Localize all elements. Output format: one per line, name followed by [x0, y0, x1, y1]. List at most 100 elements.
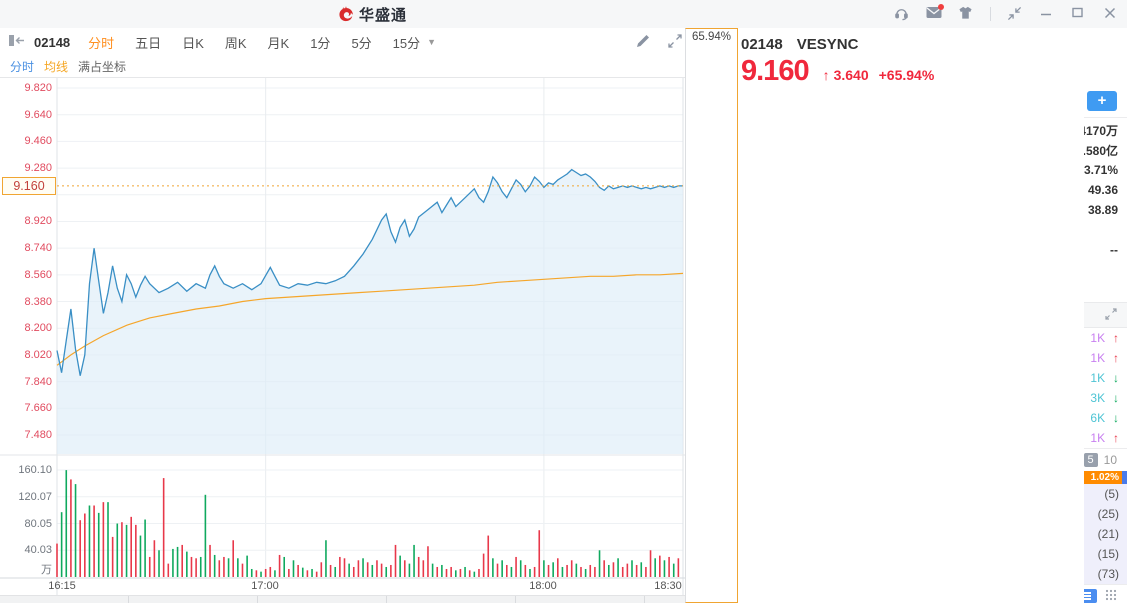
close-icon[interactable]: [1103, 6, 1119, 22]
broker-person-icon[interactable]: [1059, 588, 1071, 603]
headset-icon[interactable]: [894, 6, 910, 22]
ask-level-row[interactable]: 5 9.200 293K (73): [929, 564, 1127, 584]
subtab-满占坐标[interactable]: 满占坐标: [78, 60, 127, 74]
period-tab-周K[interactable]: 周K: [224, 35, 247, 51]
ask-level-row[interactable]: 1 9.160 10K (5): [929, 484, 1127, 504]
stat-总市值: 总市值 102.8亿: [869, 203, 989, 218]
maximize-icon[interactable]: [1071, 6, 1087, 22]
stat-52周最低: 52周最低 7.310: [869, 243, 989, 258]
stat-最低: 最低 7.310: [740, 143, 852, 158]
theme-shirt-icon[interactable]: [958, 6, 974, 22]
tick-trades-header: 逐笔交易 ?: [731, 302, 1127, 328]
quote-stock-code: 02148: [741, 36, 783, 53]
stat-振幅: 振幅 44.75%: [740, 163, 852, 178]
tick-column-right: 18:29:00 9.160 1K ↑ 18:29:00 9.160 1K ↑ 18:29:00…: [929, 328, 1127, 448]
tick-trades-title: 逐笔交易: [741, 308, 794, 324]
stat-PB(MRQ): PB(MRQ) 38.89: [1006, 203, 1118, 217]
stat-量比: 量比 0.00: [740, 183, 852, 198]
bid-ratio-label: 98.98%: [737, 472, 771, 483]
mail-notification-dot: [938, 4, 944, 10]
bid-level-row[interactable]: 2 9.140 504K (3): [731, 504, 929, 524]
period-tab-5分[interactable]: 5分: [351, 35, 372, 51]
logo-flame-icon: [339, 5, 353, 21]
tick-trade-row: 18:29:00 9.150 1K ↓: [739, 391, 921, 405]
shrink-window-icon[interactable]: [1007, 6, 1023, 22]
current-price-box: 9.160: [2, 177, 56, 195]
broker-grid-view-icon[interactable]: [1105, 589, 1117, 603]
tick-trade-row: 18:29:00 9.150 1K ↓: [739, 371, 921, 385]
bottom-tab-strip[interactable]: [0, 595, 730, 603]
ask-depth-title: 卖盘五档: [929, 453, 982, 469]
up-arrow-icon: ↑: [822, 67, 830, 83]
period-tab-月K[interactable]: 月K: [267, 35, 290, 51]
period-dropdown-caret[interactable]: ▼: [427, 37, 437, 47]
alert-bell-button[interactable]: [989, 91, 1009, 111]
current-pct-box: 65.94%: [685, 28, 738, 603]
help-icon[interactable]: ?: [799, 308, 814, 322]
broker-list-view-icon[interactable]: [1079, 589, 1097, 603]
stat-昨收: 昨收 5.520: [869, 143, 989, 158]
bid-ask-ratio-bar: 98.98% 1.02%: [731, 471, 1127, 484]
buy-button[interactable]: 买: [1015, 91, 1045, 111]
ask-ratio-segment: [1122, 471, 1127, 484]
bid-broker-title: 买盘经纪: [741, 589, 794, 603]
period-tab-五日[interactable]: 五日: [135, 35, 162, 51]
stat-成交量: 成交量 4170万: [1006, 123, 1118, 138]
minimize-icon[interactable]: [1039, 6, 1055, 22]
subtab-均线[interactable]: 均线: [44, 60, 69, 74]
quote-last-price: 9.160: [741, 55, 810, 87]
period-tab-1分[interactable]: 1分: [310, 35, 331, 51]
stat-最高: 最高 9.780: [740, 123, 852, 138]
stat-换手率: 换手率 3.71%: [1006, 163, 1118, 178]
stat-外盘: 外盘 1864万: [740, 223, 852, 238]
app-logo-text: 华盛通: [359, 7, 408, 24]
stat-交易所: 交易所 HKEX: [869, 283, 989, 298]
quote-price-row: 9.160 ↑ 3.640 +65.94%: [731, 53, 1127, 88]
bid-level-row[interactable]: 4 9.120 3K (3): [731, 544, 929, 564]
ask-level-row[interactable]: 3 9.180 28K (21): [929, 524, 1127, 544]
expand-tick-panel-icon[interactable]: [1105, 307, 1117, 323]
stat-PE(TTM): PE(TTM) 49.36: [1006, 183, 1118, 197]
bid-level-row[interactable]: 1 9.150 972K (17): [731, 484, 929, 504]
broker-row: 买盘经纪 卖盘经纪: [731, 584, 1127, 603]
quote-change: 3.640: [833, 67, 869, 83]
mail-icon[interactable]: [926, 4, 944, 22]
titlebar-separator: [990, 7, 991, 21]
period-tab-15分[interactable]: 15分: [392, 35, 421, 51]
period-tab-日K[interactable]: 日K: [182, 35, 204, 51]
tick-trades-table: 18:29:00 9.150 3K ↓ 18:29:00 9.150 1K ↓ 18:29:00…: [731, 328, 1127, 448]
depth-level-5-toggle[interactable]: 5: [1083, 453, 1098, 467]
stat-委比: 委比 60.44%: [740, 203, 852, 218]
quote-market-status: 暗盘已收盘: [859, 94, 920, 109]
ask-broker-title: 卖盘经纪: [929, 589, 982, 603]
sell-button[interactable]: 卖: [1051, 91, 1081, 111]
bid-level-row[interactable]: 5 9.110 9K (5): [731, 564, 929, 584]
depth-table: 1 9.150 972K (17) 2 9.140 504K (3) 3 9.130 57K (2) 4…: [731, 484, 1127, 584]
chart-toolbar: 02148 分时 五日 日K 周K 月K 1分 5分 15分 ▼: [0, 28, 730, 57]
tick-column-left: 18:29:00 9.150 3K ↓ 18:29:00 9.150 1K ↓ 18:29:00…: [731, 328, 929, 448]
period-tab-分时[interactable]: 分时: [88, 35, 115, 51]
ask-level-row[interactable]: 2 9.170 33K (25): [929, 504, 1127, 524]
bid-levels: 1 9.150 972K (17) 2 9.140 504K (3) 3 9.130 57K (2) 4…: [731, 484, 929, 584]
quote-datetime: 12-17 18:30(北京): [741, 94, 838, 109]
collapse-left-panel-icon[interactable]: [8, 34, 24, 50]
stat-52周最高: 52周最高 9.780: [869, 223, 989, 238]
add-watchlist-button[interactable]: +: [1087, 91, 1117, 111]
bid-level-row[interactable]: 3 9.130 57K (2): [731, 524, 929, 544]
chart-subtoolbar: 分时 均线 满占坐标: [0, 56, 730, 78]
stats-grid: 最高 9.780 今开 9.300 成交量 4170万 最低 7.310 昨收 5.520 成交额 3…: [731, 118, 1127, 302]
tick-trade-row: 18:29:00 9.150 6K ↓: [938, 411, 1119, 425]
quote-change-pct: +65.94%: [878, 67, 935, 83]
fullscreen-icon[interactable]: [668, 34, 684, 50]
quote-stock-name: VESYNC: [796, 36, 859, 53]
subtab-分时[interactable]: 分时: [10, 60, 35, 74]
stat-empty: [997, 280, 1127, 300]
tick-trade-row: 18:29:00 9.150 1K ↓: [739, 351, 921, 365]
ask-level-row[interactable]: 4 9.190 21K (15): [929, 544, 1127, 564]
stat-均价: 均价 8.585: [869, 163, 989, 178]
quote-header: 02148 VESYNC: [731, 28, 1127, 53]
tick-trade-row: 18:29:00 9.160 1K ↑: [938, 331, 1119, 345]
draw-pencil-icon[interactable]: [636, 34, 652, 50]
stat-内盘: 内盘 2301万: [740, 243, 852, 258]
depth-level-10-toggle[interactable]: 10: [1103, 453, 1117, 467]
